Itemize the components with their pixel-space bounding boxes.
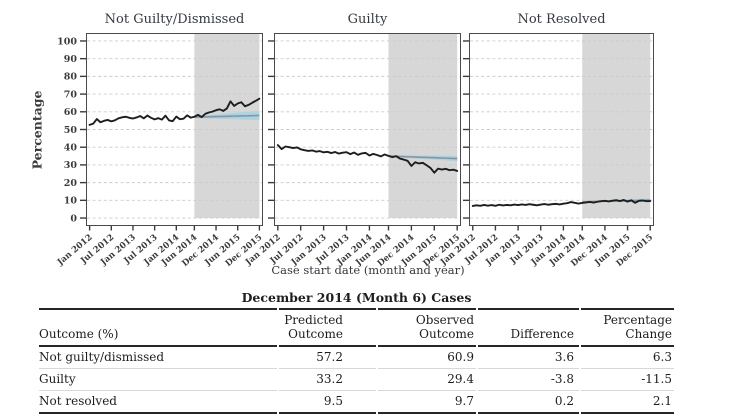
svg-text:40: 40 (64, 143, 78, 154)
cell-percentage-change: 6.3 (581, 347, 674, 369)
svg-text:50: 50 (64, 125, 78, 136)
cell-observed: 9.7 (378, 391, 476, 414)
column-header-predicted: Predicted Outcome (279, 308, 376, 347)
cell-difference: -3.8 (478, 369, 579, 391)
cell-difference: 0.2 (478, 391, 579, 414)
table-row: Guilty 33.2 29.4 -3.8 -11.5 (39, 369, 674, 391)
cell-percentage-change: -11.5 (581, 369, 674, 391)
table-row: Not resolved 9.5 9.7 0.2 2.1 (39, 391, 674, 414)
column-header-difference: Difference (478, 308, 579, 347)
panel-not-guilty-dismissed: Not Guilty/Dismissed 0 10 20 30 40 50 60 70 80 90… (55, 0, 264, 269)
outcomes-table: Outcome (%) Predicted Outcome Observed O… (37, 308, 676, 414)
column-header-outcome: Outcome (%) (39, 308, 277, 347)
svg-text:70: 70 (64, 89, 78, 100)
svg-text:100: 100 (57, 36, 77, 47)
svg-text:80: 80 (64, 72, 78, 83)
outcome-trends-figure: Percentage Not Guilty/Dismissed 0 10 20 30 4… (29, 0, 656, 277)
table-title: December 2014 (Month 6) Cases (241, 290, 472, 305)
cell-predicted: 9.5 (279, 391, 376, 414)
panel-guilty: Guilty Jan 2012 Jul 2012 Jan 2013 Jul 2013 J… (243, 0, 462, 269)
svg-text:0: 0 (70, 213, 77, 224)
y-axis-title: Percentage (29, 90, 45, 170)
svg-text:90: 90 (64, 54, 78, 65)
column-header-observed: Observed Outcome (378, 308, 476, 347)
panel-title: Guilty (347, 12, 388, 27)
panels-row: Not Guilty/Dismissed 0 10 20 30 40 50 60 70 80 90… (55, 0, 655, 269)
table-row: Not guilty/dismissed 57.2 60.9 3.6 6.3 (39, 347, 674, 369)
cell-predicted: 57.2 (279, 347, 376, 369)
panel-not-resolved: Not Resolved Jan 2012 Jul 2012 Jan 2013 Jul… (438, 0, 655, 269)
cell-difference: 3.6 (478, 347, 579, 369)
december-2014-cases-table: December 2014 (Month 6) Cases Outcome (%… (37, 290, 676, 414)
cell-observed: 60.9 (378, 347, 476, 369)
panel-title: Not Resolved (517, 12, 606, 27)
cell-percentage-change: 2.1 (581, 391, 674, 414)
column-header-percentage-change: Percentage Change (581, 308, 674, 347)
header-row: Outcome (%) Predicted Outcome Observed O… (39, 308, 674, 347)
svg-text:60: 60 (64, 107, 78, 118)
panel-title: Not Guilty/Dismissed (104, 12, 245, 27)
cell-outcome: Not guilty/dismissed (39, 347, 277, 369)
cell-observed: 29.4 (378, 369, 476, 391)
cell-predicted: 33.2 (279, 369, 376, 391)
x-axis-title: Case start date (month and year) (271, 263, 465, 277)
svg-text:10: 10 (64, 196, 78, 207)
cell-outcome: Not resolved (39, 391, 277, 414)
svg-text:30: 30 (64, 160, 78, 171)
svg-text:20: 20 (64, 178, 78, 189)
cell-outcome: Guilty (39, 369, 277, 391)
